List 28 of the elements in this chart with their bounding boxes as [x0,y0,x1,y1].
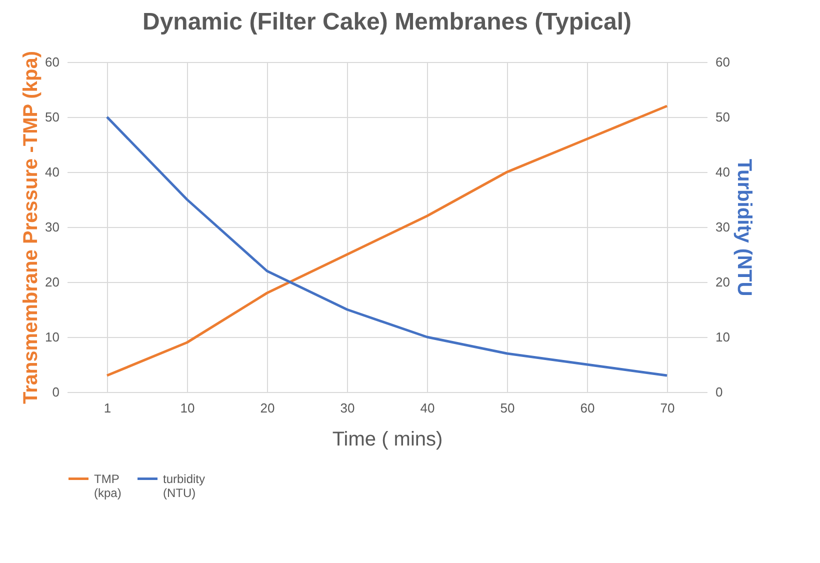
x-tick-label: 70 [660,400,675,416]
legend-label: turbidity (NTU) [163,472,206,500]
y2-tick-label: 60 [716,54,730,70]
x-tick-label: 10 [180,400,195,416]
y2-tick-label: 30 [716,220,730,234]
x-tick-label: 20 [260,400,275,416]
legend-label: TMP (kpa) [94,472,122,500]
chart-title: Dynamic (Filter Cake) Membranes (Typical) [142,8,632,36]
y-tick-label: 30 [45,220,60,234]
y-tick-label: 60 [45,54,60,70]
x-axis-title: Time ( mins) [332,428,443,450]
y-tick-label: 10 [45,330,60,344]
y-tick-label: 20 [45,274,60,290]
y2-tick-label: 40 [716,164,730,180]
y2-tick-label: 20 [716,274,730,290]
x-tick-label: 1 [104,400,112,416]
x-tick-label: 50 [500,400,515,416]
y-tick-label: 0 [52,384,60,400]
y-tick-label: 40 [45,164,60,180]
y2-tick-label: 50 [716,110,730,124]
y-tick-label: 50 [45,110,60,124]
x-tick-label: 30 [340,400,355,416]
y2-tick-label: 10 [716,330,730,344]
y2-axis-title: Turbidity (NTU [732,158,755,296]
y-axis-title: Transmembrane Pressure -TMP (kpa) [20,50,42,404]
x-tick-label: 40 [420,400,435,416]
x-tick-label: 60 [580,400,595,416]
y2-tick-label: 0 [716,384,723,400]
